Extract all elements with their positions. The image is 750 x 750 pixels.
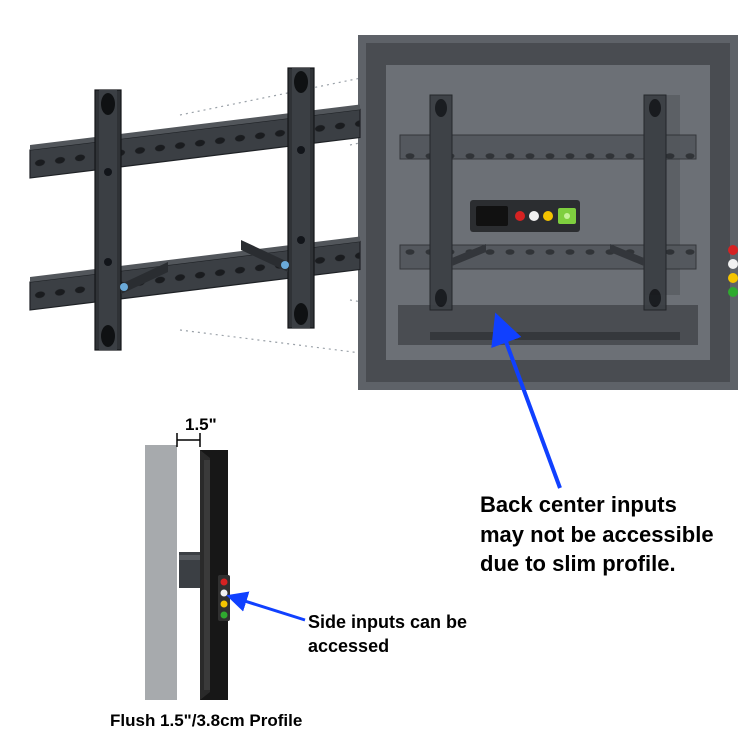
label-back-center: Back center inputs may not be accessible… xyxy=(480,490,720,579)
label-profile-caption: Flush 1.5"/3.8cm Profile xyxy=(110,710,302,733)
center-input-cluster xyxy=(470,200,580,232)
side-profile xyxy=(145,433,230,700)
label-gap-dimension: 1.5" xyxy=(185,414,217,437)
side-profile-ports xyxy=(218,575,230,621)
arrow-side-inputs xyxy=(232,597,305,620)
tv-rear-assembly xyxy=(358,35,738,390)
bracket-standalone xyxy=(30,68,360,350)
label-side-inputs: Side inputs can be accessed xyxy=(308,610,508,659)
